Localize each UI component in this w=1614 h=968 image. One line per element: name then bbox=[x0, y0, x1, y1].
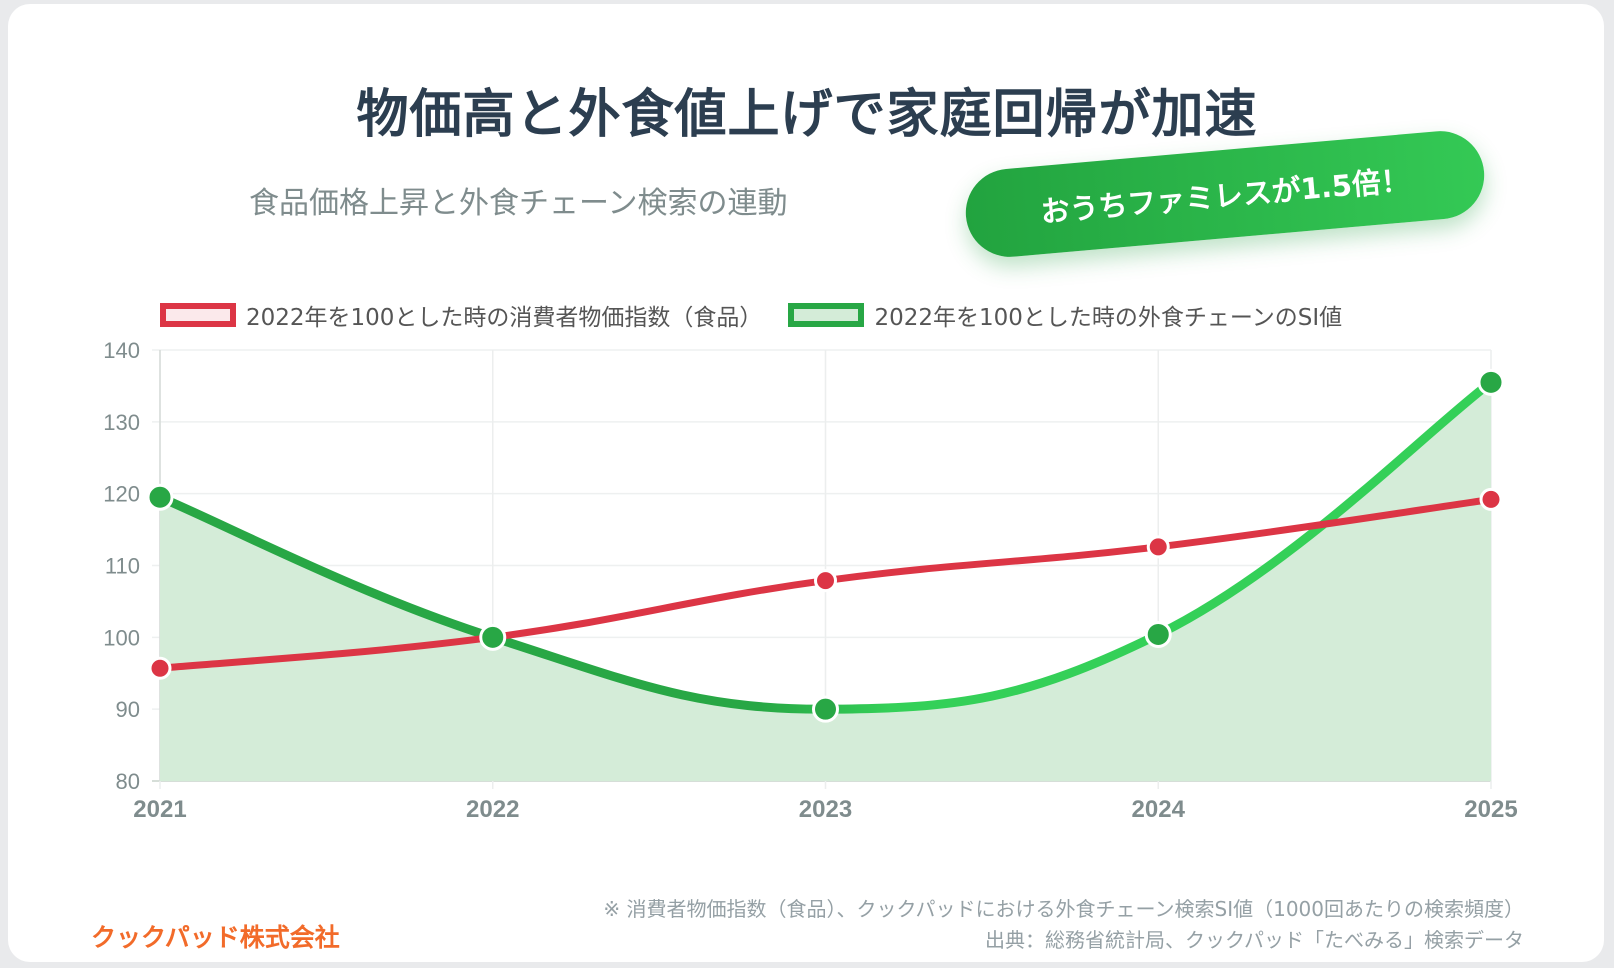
x-tick-label: 2025 bbox=[1464, 796, 1517, 823]
legend-item-si[interactable]: 2022年を100とした時の外食チェーンのSI値 bbox=[788, 298, 1342, 332]
legend-label-si: 2022年を100とした時の外食チェーンのSI値 bbox=[874, 305, 1343, 331]
y-tick-label: 140 bbox=[103, 338, 140, 363]
source-note: 出典：総務省統計局、クックパッド「たべみる」検索データ bbox=[985, 928, 1524, 952]
si-point bbox=[1477, 368, 1505, 396]
legend-swatch-cpi bbox=[160, 303, 236, 327]
y-tick-label: 120 bbox=[103, 482, 140, 507]
y-tick-label: 130 bbox=[103, 410, 140, 435]
legend: 2022年を100とした時の消費者物価指数（食品） 2022年を100とした時の… bbox=[160, 298, 1368, 332]
si-area bbox=[160, 382, 1491, 781]
subtitle: 食品価格上昇と外食チェーン検索の連動 bbox=[249, 186, 788, 221]
legend-label-cpi: 2022年を100とした時の消費者物価指数（食品） bbox=[246, 305, 763, 331]
cpi-point bbox=[1146, 535, 1170, 559]
y-tick-label: 80 bbox=[116, 769, 140, 794]
si-point bbox=[1144, 620, 1172, 648]
y-tick-label: 90 bbox=[116, 697, 140, 722]
cpi-point bbox=[1479, 487, 1503, 511]
y-tick-label: 110 bbox=[105, 554, 140, 579]
x-tick-label: 2022 bbox=[466, 796, 519, 823]
footnote: ※ 消費者物価指数（食品）、クックパッドにおける外食チェーン検索SI値（1000… bbox=[603, 897, 1524, 921]
x-tick-label: 2021 bbox=[133, 796, 186, 823]
legend-item-cpi[interactable]: 2022年を100とした時の消費者物価指数（食品） bbox=[160, 298, 762, 332]
x-tick-label: 2024 bbox=[1132, 796, 1186, 823]
legend-swatch-si bbox=[788, 303, 865, 327]
cpi-point bbox=[814, 569, 837, 593]
y-tick-label: 100 bbox=[103, 625, 140, 650]
company-logo-text: クックパッド株式会社 bbox=[91, 923, 340, 952]
page-title: 物価高と外食値上げで家庭回帰が加速 bbox=[356, 85, 1258, 145]
x-tick-label: 2023 bbox=[799, 796, 852, 823]
si-point bbox=[812, 695, 839, 723]
cpi-point bbox=[148, 656, 172, 680]
si-point bbox=[146, 483, 174, 511]
si-point bbox=[479, 623, 507, 651]
